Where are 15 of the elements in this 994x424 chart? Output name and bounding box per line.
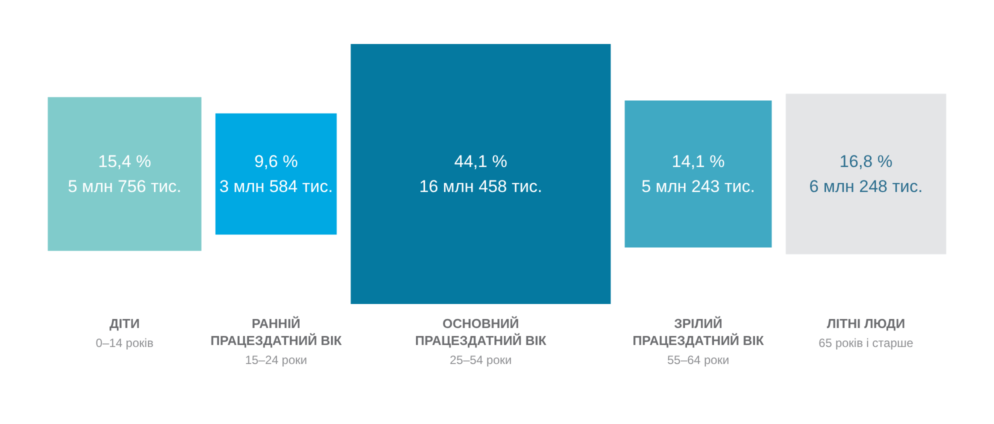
category-label: ЗРІЛИЙ ПРАЦЕЗДАТНИЙ ВІК [632, 316, 764, 348]
data-label: 9,6 % 3 млн 584 тис. [219, 152, 333, 196]
text: 15–24 роки [245, 353, 308, 367]
data-label: 44,1 % 16 млн 458 тис. [419, 152, 542, 196]
category-label: ОСНОВНИЙ ПРАЦЕЗДАТНИЙ ВІК [415, 316, 546, 348]
text: 0–14 років [96, 336, 154, 350]
text: 25–54 роки [450, 353, 512, 367]
category-label: ДІТИ [110, 316, 140, 331]
text: 55–64 роки [667, 353, 730, 367]
data-label: 15,4 % 5 млн 756 тис. [68, 152, 182, 196]
data-label: 14,1 % 5 млн 243 тис. [641, 152, 755, 196]
category-label: РАННІЙ ПРАЦЕЗДАТНИЙ ВІК [210, 316, 342, 348]
text: 65 років і старше [818, 336, 914, 350]
data-label: 16,8 % 6 млн 248 тис. [809, 152, 923, 196]
category-label: ЛІТНІ ЛЮДИ [826, 316, 906, 331]
